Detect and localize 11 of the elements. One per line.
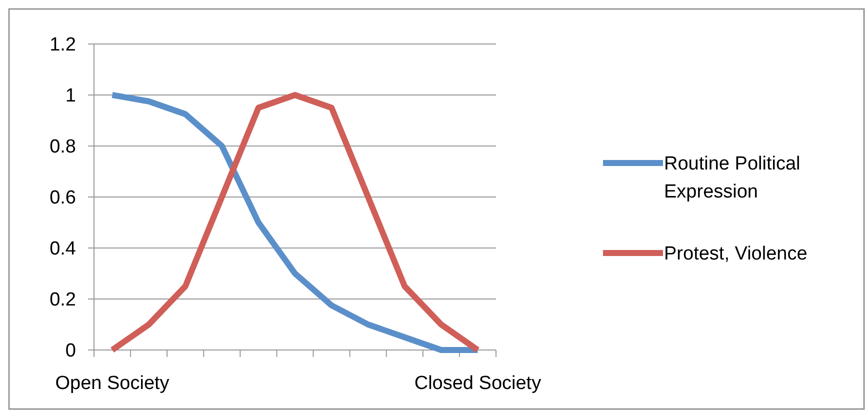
y-tick-label: 1: [65, 86, 76, 107]
y-tick-label: 0: [65, 340, 76, 362]
y-tick-label: 0.4: [50, 238, 76, 260]
legend-label: Routine Political Expression: [664, 154, 800, 203]
y-tick-label: 0.6: [50, 188, 76, 209]
x-tick-label: Open Society: [55, 373, 170, 394]
y-tick-label: 0.2: [50, 290, 76, 311]
y-tick-label: 1.2: [50, 34, 76, 56]
x-tick-label: Closed Society: [414, 373, 542, 394]
y-tick-label: 0.8: [50, 136, 76, 158]
legend-label: Protest, Violence: [664, 244, 808, 265]
